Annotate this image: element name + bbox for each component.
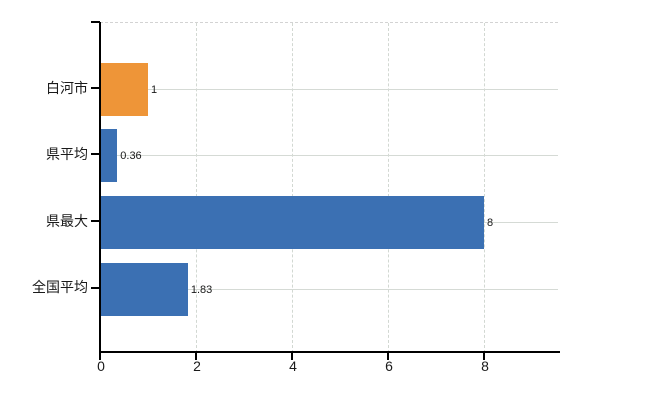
- x-tick-8: [483, 353, 485, 360]
- gridline-vertical-4: [292, 23, 293, 353]
- y-axis-top-tick: [91, 21, 100, 23]
- bar-pref-average: [100, 129, 118, 182]
- bar-shirakawa: [100, 63, 148, 116]
- bar-national-average: [100, 263, 188, 316]
- bar-pref-max: [100, 196, 484, 249]
- category-label-shirakawa: 白河市: [46, 80, 88, 96]
- plot-area: 1 0.36 8 1.83: [100, 22, 558, 353]
- category-label-national-average: 全国平均: [32, 279, 88, 295]
- bar-value-label: 1.83: [190, 283, 213, 296]
- x-tick-4: [291, 353, 293, 360]
- y-axis-line: [99, 22, 101, 352]
- y-tick-national-average: [91, 287, 100, 289]
- bar-value-label: 0.36: [120, 149, 142, 162]
- x-tick-label-4: 4: [289, 358, 297, 374]
- y-tick-pref-max: [91, 220, 100, 222]
- category-label-pref-average: 県平均: [46, 146, 88, 162]
- gridline-horizontal-national-average: [100, 289, 558, 290]
- gridline-vertical-6: [388, 23, 389, 353]
- y-tick-pref-average: [91, 153, 100, 155]
- x-tick-0: [99, 353, 101, 360]
- gridline-horizontal-pref-average: [100, 155, 558, 156]
- gridline-vertical-2: [196, 23, 197, 353]
- x-tick-label-2: 2: [193, 358, 201, 374]
- gridline-vertical-8: [484, 23, 485, 353]
- bar-row-pref-average: 0.36: [100, 129, 558, 182]
- bar-value-label: 8: [487, 216, 494, 229]
- category-label-pref-max: 県最大: [46, 213, 88, 229]
- bar-value-label: 1: [151, 83, 158, 96]
- x-tick-6: [387, 353, 389, 360]
- bar-row-national-average: 1.83: [100, 263, 558, 316]
- gridline-horizontal-shirakawa: [100, 89, 558, 90]
- x-axis-line: [99, 351, 560, 353]
- x-tick-label-0: 0: [97, 358, 105, 374]
- x-tick-2: [195, 353, 197, 360]
- x-tick-label-8: 8: [481, 358, 489, 374]
- bar-row-shirakawa: 1: [100, 63, 558, 116]
- x-tick-label-6: 6: [385, 358, 393, 374]
- bar-row-pref-max: 8: [100, 196, 558, 249]
- y-tick-shirakawa: [91, 87, 100, 89]
